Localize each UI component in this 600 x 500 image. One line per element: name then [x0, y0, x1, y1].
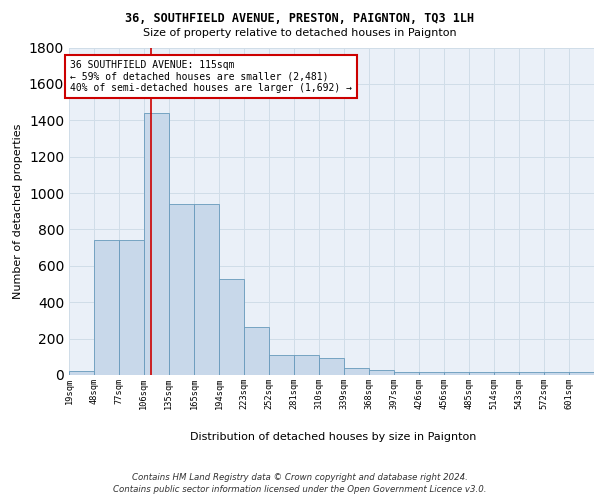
Bar: [119, 240, 144, 375]
Bar: [494, 372, 519, 375]
Bar: [369, 370, 394, 375]
Text: 36, SOUTHFIELD AVENUE, PRESTON, PAIGNTON, TQ3 1LH: 36, SOUTHFIELD AVENUE, PRESTON, PAIGNTON…: [125, 12, 475, 26]
Bar: [569, 372, 594, 375]
Bar: [294, 355, 319, 375]
Bar: [169, 204, 194, 375]
Bar: [244, 327, 269, 375]
Text: Contains public sector information licensed under the Open Government Licence v3: Contains public sector information licen…: [113, 485, 487, 494]
Bar: [144, 113, 169, 375]
Bar: [419, 372, 445, 375]
Bar: [394, 372, 419, 375]
Text: Contains HM Land Registry data © Crown copyright and database right 2024.: Contains HM Land Registry data © Crown c…: [132, 472, 468, 482]
Bar: [544, 372, 569, 375]
Bar: [269, 355, 294, 375]
Text: Size of property relative to detached houses in Paignton: Size of property relative to detached ho…: [143, 28, 457, 38]
Bar: [94, 240, 119, 375]
Y-axis label: Number of detached properties: Number of detached properties: [13, 124, 23, 299]
Bar: [519, 372, 544, 375]
Text: Distribution of detached houses by size in Paignton: Distribution of detached houses by size …: [190, 432, 476, 442]
Bar: [220, 278, 244, 375]
Bar: [194, 204, 220, 375]
Bar: [445, 372, 469, 375]
Bar: [319, 358, 344, 375]
Bar: [344, 368, 369, 375]
Text: 36 SOUTHFIELD AVENUE: 115sqm
← 59% of detached houses are smaller (2,481)
40% of: 36 SOUTHFIELD AVENUE: 115sqm ← 59% of de…: [70, 60, 352, 94]
Bar: [69, 372, 94, 375]
Bar: [469, 372, 494, 375]
